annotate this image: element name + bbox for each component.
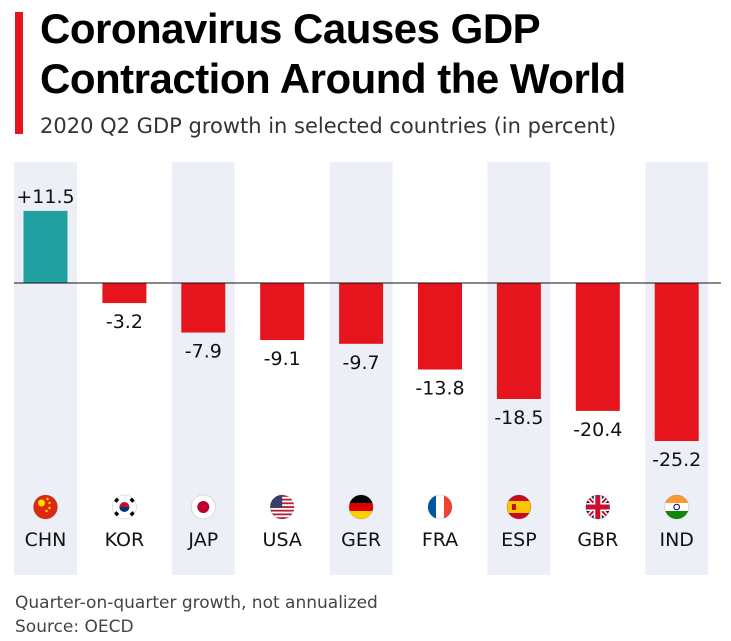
value-label: -20.4	[573, 419, 622, 441]
usa-flag-icon	[269, 494, 295, 520]
bar-chart: +11.5 CHN -3.2 KOR -7.9 JAP -9.1 USA -9.7 GER -13.…	[14, 162, 721, 575]
chart-footnote: Quarter-on-quarter growth, not annualize…	[15, 591, 378, 639]
chart-subtitle: 2020 Q2 GDP growth in selected countries…	[40, 114, 617, 138]
category-label: USA	[263, 529, 302, 551]
category-label: CHN	[25, 529, 67, 551]
category-label: ESP	[501, 529, 537, 551]
japan-flag-icon	[190, 494, 216, 520]
china-flag-icon	[33, 494, 58, 520]
value-label: -13.8	[415, 378, 464, 400]
bar-gbr	[575, 283, 620, 411]
category-label: GBR	[577, 529, 618, 551]
value-label: -7.9	[185, 341, 222, 363]
bar-ger	[339, 283, 384, 344]
category-label: IND	[659, 529, 693, 551]
india-flag-icon	[664, 494, 690, 520]
value-label: +11.5	[16, 186, 74, 208]
bar-usa	[260, 283, 305, 341]
value-label: -3.2	[106, 311, 143, 333]
spain-flag-icon	[506, 494, 532, 520]
bar-chn	[23, 210, 68, 283]
value-label: -25.2	[652, 449, 701, 471]
bar-kor	[102, 283, 147, 304]
south-korea-flag-icon	[112, 494, 137, 520]
germany-flag-icon	[348, 494, 374, 520]
chart-title: Coronavirus Causes GDP Contraction Aroun…	[40, 5, 626, 102]
bar-fra	[418, 283, 462, 370]
footnote-note: Quarter-on-quarter growth, not annualize…	[15, 593, 378, 613]
title-accent-bar	[15, 12, 23, 134]
uk-flag-icon	[585, 494, 611, 520]
category-label: KOR	[105, 529, 145, 551]
category-label: GER	[341, 529, 381, 551]
value-label: -9.1	[264, 348, 301, 370]
france-flag-icon	[427, 494, 453, 520]
bar-esp	[496, 283, 541, 399]
bar-jap	[181, 283, 226, 333]
footnote-source: Source: OECD	[15, 617, 134, 637]
category-label: JAP	[187, 529, 218, 551]
value-label: -18.5	[494, 407, 543, 429]
category-label: FRA	[422, 529, 458, 551]
value-label: -9.7	[343, 352, 380, 374]
bar-ind	[654, 283, 699, 442]
